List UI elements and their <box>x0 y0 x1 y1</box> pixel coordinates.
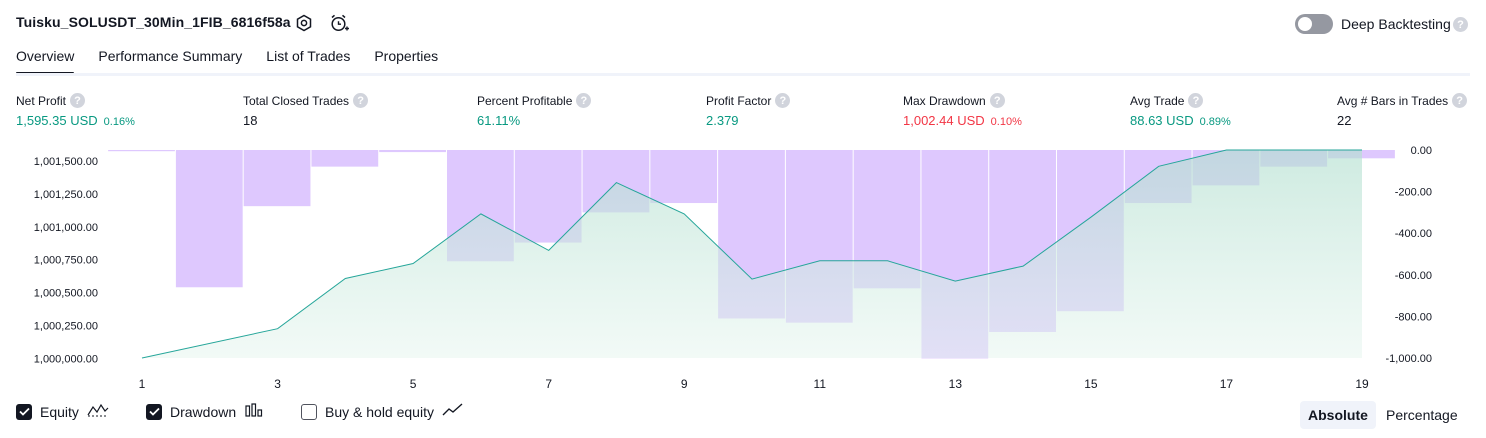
right-axis-tick: -600.00 <box>1395 270 1432 282</box>
legend-buy-hold: Buy & hold equity <box>301 403 464 420</box>
buy-hold-legend-label: Buy & hold equity <box>325 403 434 420</box>
profit-factor-value: 2.379 <box>706 113 739 128</box>
net-profit-value: 1,595.35 USD <box>16 113 98 128</box>
metric-total-closed-trades: Total Closed Trades? 18 <box>243 93 369 128</box>
deep-backtesting-help-icon[interactable]: ? <box>1453 17 1468 32</box>
buy-hold-line-icon <box>442 403 464 420</box>
x-axis-tick: 15 <box>1084 377 1098 391</box>
deep-backtesting-label: Deep Backtesting <box>1341 16 1451 32</box>
left-axis-tick: 1,001,500.00 <box>34 156 98 168</box>
net-profit-help-icon[interactable]: ? <box>70 93 86 108</box>
metric-profit-factor: Profit Factor? 2.379 <box>706 93 791 128</box>
legend-drawdown: Drawdown <box>146 403 264 420</box>
alarm-clock-add-icon[interactable] <box>329 13 349 33</box>
avg-bars-label: Avg # Bars in Trades <box>1337 93 1449 108</box>
tab-properties[interactable]: Properties <box>374 48 439 64</box>
net-profit-pct: 0.16% <box>103 116 135 128</box>
metric-percent-profitable: Percent Profitable? 61.11% <box>477 93 592 128</box>
profit-factor-label: Profit Factor <box>706 93 772 108</box>
tab-divider <box>16 73 1470 76</box>
avg-bars-help-icon[interactable]: ? <box>1452 93 1468 108</box>
drawdown-legend-label: Drawdown <box>170 403 237 420</box>
metric-net-profit: Net Profit? 1,595.35 USD 0.16% <box>16 93 135 128</box>
x-axis-tick: 3 <box>274 377 281 391</box>
avg-trade-label: Avg Trade <box>1130 93 1185 108</box>
left-axis-tick: 1,000,250.00 <box>34 321 98 333</box>
strategy-title: Tuisku_SOLUSDT_30Min_1FIB_6816f58a <box>16 14 291 30</box>
drawdown-checkbox[interactable] <box>146 403 162 420</box>
percent-profitable-label: Percent Profitable <box>477 93 573 108</box>
drawdown-bar <box>311 150 379 167</box>
x-axis-tick: 9 <box>681 377 688 391</box>
metric-avg-bars: Avg # Bars in Trades? 22 <box>1337 93 1468 128</box>
equity-drawdown-chart: 1,001,500.00 1,001,250.00 1,001,000.00 1,00… <box>34 145 1432 391</box>
left-axis-tick: 1,000,000.00 <box>34 353 98 365</box>
tab-overview[interactable]: Overview <box>16 48 75 75</box>
x-axis-tick: 7 <box>545 377 552 391</box>
drawdown-bar <box>108 150 175 152</box>
right-axis-tick: -200.00 <box>1395 187 1432 199</box>
x-axis-tick: 13 <box>949 377 963 391</box>
drawdown-bar <box>379 150 446 153</box>
tab-performance-summary[interactable]: Performance Summary <box>98 48 243 64</box>
left-axis-tick: 1,001,250.00 <box>34 189 98 201</box>
total-closed-trades-label: Total Closed Trades <box>243 93 350 108</box>
tab-bar: Overview Performance Summary List of Tra… <box>16 48 439 75</box>
drawdown-bar <box>243 150 311 207</box>
absolute-toggle-button[interactable]: Absolute <box>1300 401 1376 429</box>
equity-checkbox[interactable] <box>16 403 32 420</box>
x-axis-tick: 19 <box>1355 377 1369 391</box>
avg-trade-value: 88.63 USD <box>1130 113 1194 128</box>
drawdown-bar <box>175 150 243 288</box>
drawdown-bar <box>650 150 718 204</box>
net-profit-label: Net Profit <box>16 93 67 108</box>
avg-trade-help-icon[interactable]: ? <box>1188 93 1204 108</box>
right-axis-tick: -800.00 <box>1395 311 1432 323</box>
drawdown-bar <box>514 150 582 243</box>
deep-backtesting-toggle[interactable] <box>1295 14 1333 34</box>
max-drawdown-label: Max Drawdown <box>903 93 986 108</box>
right-axis-tick: 0.00 <box>1411 145 1432 157</box>
max-drawdown-help-icon[interactable]: ? <box>989 93 1005 108</box>
percent-profitable-help-icon[interactable]: ? <box>576 93 592 108</box>
profit-factor-help-icon[interactable]: ? <box>775 93 791 108</box>
tab-list-of-trades[interactable]: List of Trades <box>266 48 351 64</box>
left-axis-tick: 1,001,000.00 <box>34 222 98 234</box>
max-drawdown-pct: 0.10% <box>990 116 1022 128</box>
x-axis-tick: 17 <box>1220 377 1234 391</box>
x-axis-tick: 5 <box>410 377 417 391</box>
percentage-toggle-button[interactable]: Percentage <box>1386 407 1458 423</box>
total-closed-trades-help-icon[interactable]: ? <box>353 93 369 108</box>
left-axis-tick: 1,000,500.00 <box>34 288 98 300</box>
avg-trade-pct: 0.89% <box>1199 116 1231 128</box>
drawdown-bars-icon <box>244 403 264 420</box>
left-axis-tick: 1,000,750.00 <box>34 255 98 267</box>
equity-legend-label: Equity <box>40 403 79 420</box>
settings-gear-icon[interactable] <box>294 13 314 33</box>
equity-line <box>141 149 1362 359</box>
equity-line-icon <box>87 403 109 420</box>
legend-equity: Equity <box>16 403 109 420</box>
equity-area <box>142 150 1362 358</box>
right-axis-tick: -400.00 <box>1395 228 1432 240</box>
max-drawdown-value: 1,002.44 USD <box>903 113 985 128</box>
metric-avg-trade: Avg Trade? 88.63 USD 0.89% <box>1130 93 1231 128</box>
metric-max-drawdown: Max Drawdown? 1,002.44 USD 0.10% <box>903 93 1022 128</box>
x-axis-tick: 1 <box>139 377 146 391</box>
percent-profitable-value: 61.11% <box>477 113 521 128</box>
buy-hold-checkbox[interactable] <box>301 403 317 420</box>
right-axis-tick: -1,000.00 <box>1386 353 1432 365</box>
x-axis-tick: 11 <box>814 377 827 391</box>
avg-bars-value: 22 <box>1337 113 1352 128</box>
total-closed-trades-value: 18 <box>243 113 258 128</box>
